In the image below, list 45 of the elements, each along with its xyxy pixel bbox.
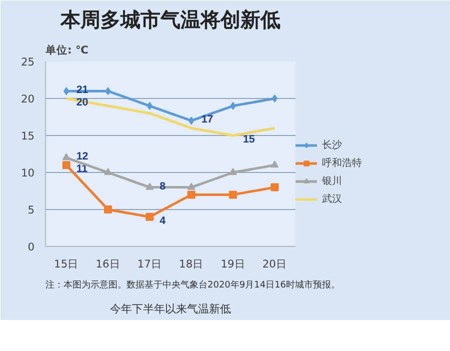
point <box>146 102 152 110</box>
point <box>62 153 70 160</box>
y-tick-label: 0 <box>28 240 35 254</box>
data-label: 17 <box>201 114 214 126</box>
x-tick-label: 19日 <box>220 258 246 270</box>
point <box>146 212 154 221</box>
y-tick-label: 25 <box>20 56 35 68</box>
point <box>62 161 70 170</box>
point <box>187 182 196 190</box>
point <box>105 87 111 96</box>
line-series <box>65 97 276 137</box>
legend-label: 银川 <box>322 174 342 188</box>
x-tick-label: 17日 <box>137 258 162 270</box>
text: 今年下半年以来气温新低 <box>110 302 231 316</box>
y-tick-label: 15 <box>20 130 35 142</box>
data-label: 4 <box>160 214 166 227</box>
point <box>270 183 279 192</box>
point <box>64 87 70 96</box>
point <box>104 168 112 176</box>
text: 注：本图为示意图。数据基于中央气象台2020年9月14日16时城市预报。 <box>46 280 340 290</box>
legend-label: 长沙 <box>322 138 342 152</box>
data-label: 11 <box>76 163 88 176</box>
point <box>229 190 237 199</box>
point <box>229 168 237 176</box>
x-tick-label: 16日 <box>96 258 120 270</box>
x-tick-label: 18日 <box>179 258 204 270</box>
y-tick-label: 5 <box>28 204 34 216</box>
point <box>187 190 196 199</box>
data-label: 15 <box>243 134 255 146</box>
point <box>230 102 236 110</box>
y-tick-label: 20 <box>20 92 35 106</box>
legend-label: 武汉 <box>322 192 342 206</box>
point <box>104 206 112 214</box>
x-tick-label: 20日 <box>262 258 287 270</box>
y-axis-title: 单位: ℃ <box>44 44 88 56</box>
point <box>146 182 154 190</box>
point <box>270 160 279 168</box>
point <box>272 94 278 102</box>
chart-title: 本周多城市气温将创新低 <box>60 8 280 32</box>
data-label: 8 <box>160 180 166 192</box>
point <box>188 116 194 125</box>
data-label: 12 <box>76 150 88 163</box>
y-tick-label: 10 <box>20 166 35 180</box>
legend-label: 呼和浩特 <box>322 156 362 170</box>
x-tick-label: 15日 <box>54 258 79 270</box>
